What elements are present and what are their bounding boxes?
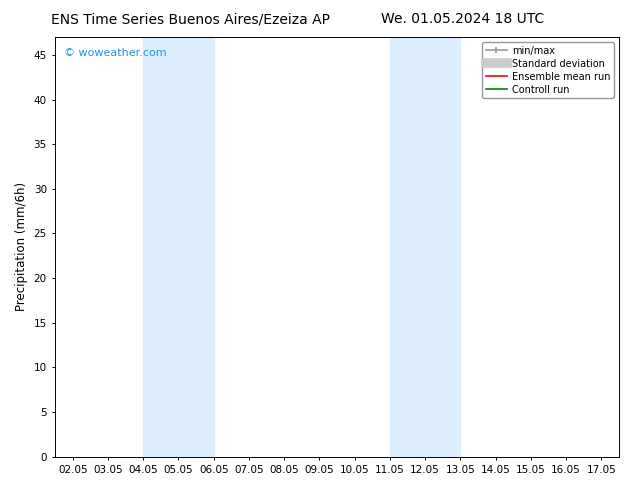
Text: ENS Time Series Buenos Aires/Ezeiza AP: ENS Time Series Buenos Aires/Ezeiza AP — [51, 12, 330, 26]
Bar — [390, 37, 460, 457]
Text: © woweather.com: © woweather.com — [63, 48, 166, 57]
Bar — [143, 37, 214, 457]
Text: We. 01.05.2024 18 UTC: We. 01.05.2024 18 UTC — [381, 12, 545, 26]
Legend: min/max, Standard deviation, Ensemble mean run, Controll run: min/max, Standard deviation, Ensemble me… — [482, 42, 614, 98]
Y-axis label: Precipitation (mm/6h): Precipitation (mm/6h) — [15, 182, 28, 312]
